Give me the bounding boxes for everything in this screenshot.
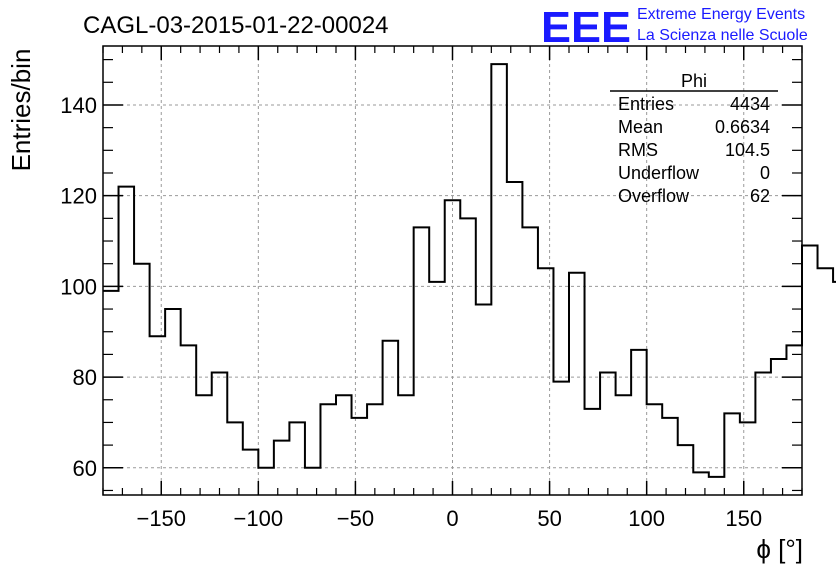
stats-value: 104.5 <box>725 140 770 160</box>
stats-label: Entries <box>618 94 674 114</box>
stats-title: Phi <box>681 71 707 91</box>
stats-value: 0.6634 <box>715 117 770 137</box>
y-tick-label: 60 <box>73 456 97 481</box>
x-axis-label: ϕ [°] <box>756 534 803 564</box>
axis-ticks <box>102 46 803 495</box>
grid-lines <box>103 46 802 495</box>
y-tick-label: 100 <box>60 274 97 299</box>
x-tick-label: 0 <box>446 506 458 531</box>
x-tick-label: 150 <box>725 506 762 531</box>
stats-value: 62 <box>750 186 770 206</box>
x-tick-label: 50 <box>537 506 561 531</box>
x-tick-label: −100 <box>234 506 284 531</box>
stats-rows: Entries 4434 Mean 0.6634 RMS 104.5 Underflow 0 O… <box>618 94 770 206</box>
x-tick-label: −150 <box>136 506 186 531</box>
y-tick-label: 140 <box>60 93 97 118</box>
x-tick-label: −50 <box>337 506 374 531</box>
x-tick-label: 100 <box>628 506 665 531</box>
logo-line-2: La Scienza nelle Scuole <box>637 27 808 44</box>
plot-frame <box>102 45 803 496</box>
stats-label: Overflow <box>618 186 690 206</box>
histogram-line <box>103 63 836 478</box>
eee-logo: EEE Extreme Energy Events La Scienza nel… <box>541 3 808 52</box>
stats-box: Phi Entries 4434 Mean 0.6634 RMS 104.5 Underfl… <box>610 71 778 206</box>
y-tick-label: 80 <box>73 365 97 390</box>
y-tick-label: 120 <box>60 184 97 209</box>
stats-label: Underflow <box>618 163 700 183</box>
y-axis-label: Entries/bin <box>6 49 36 172</box>
tick-labels: −150 −100 −50 0 50 100 150 60 80 100 120 140 <box>60 93 762 531</box>
chart-title: CAGL-03-2015-01-22-00024 <box>83 12 389 39</box>
stats-value: 0 <box>760 163 770 183</box>
logo-mark: EEE <box>541 3 631 52</box>
logo-line-1: Extreme Energy Events <box>637 6 805 23</box>
stats-label: Mean <box>618 117 663 137</box>
stats-value: 4434 <box>730 94 770 114</box>
stats-label: RMS <box>618 140 658 160</box>
